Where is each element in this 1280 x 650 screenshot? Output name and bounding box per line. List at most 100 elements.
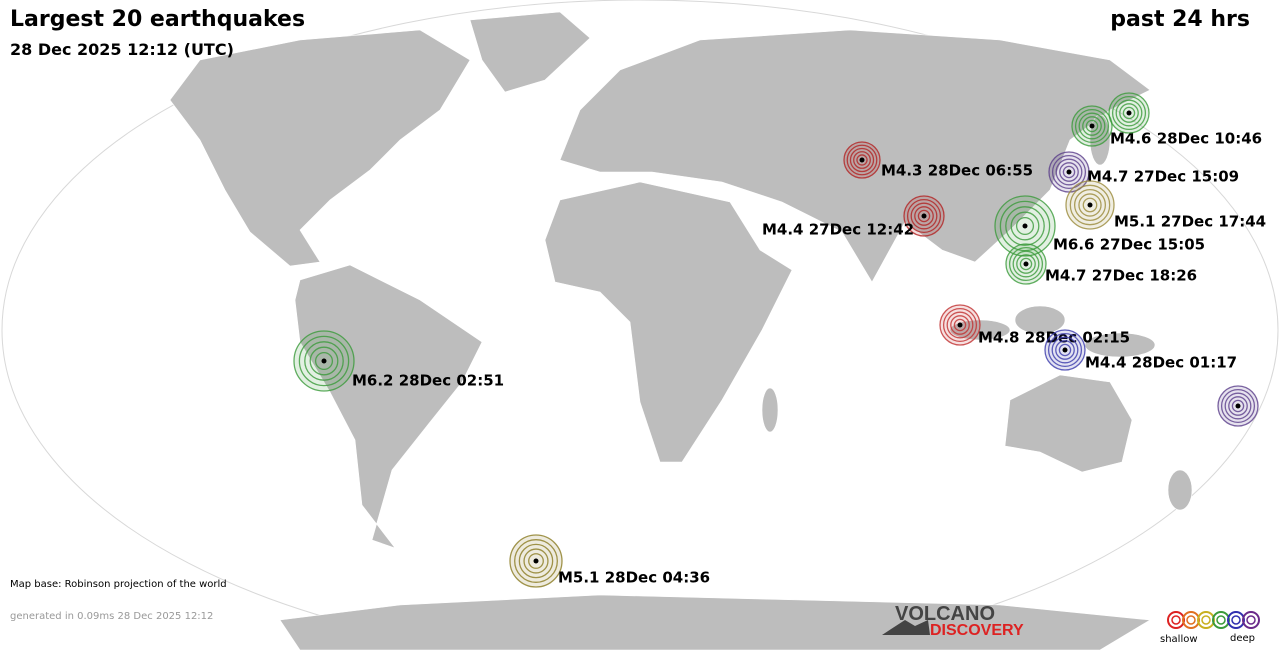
legend-ring	[1246, 615, 1256, 625]
quake-ring	[917, 209, 931, 223]
quake-ring	[1220, 388, 1256, 424]
logo-icon	[882, 620, 930, 635]
quake-ring	[1012, 250, 1040, 278]
quake-ring	[1062, 165, 1076, 179]
quake-center	[1023, 261, 1029, 267]
quake-ring	[528, 553, 544, 569]
quake-ring	[1016, 254, 1036, 274]
legend-deep: deep	[1230, 633, 1255, 644]
quake-ring	[1069, 184, 1111, 226]
quake-label: M6.2 28Dec 02:51	[352, 372, 504, 390]
quake-center	[1235, 403, 1241, 409]
quake-center	[1087, 202, 1093, 208]
logo: VOLCANO DISCOVERY	[882, 603, 1024, 639]
quake-ring	[1015, 216, 1035, 236]
quake: M4.6 28Dec 10:46	[1071, 105, 1262, 148]
quake-ring	[1051, 336, 1079, 364]
quake-label: M4.4 27Dec 12:42	[762, 221, 914, 239]
quake-center	[921, 213, 927, 219]
quake-label: M4.7 27Dec 18:26	[1045, 267, 1197, 285]
legend-ring	[1197, 611, 1215, 629]
quake: M4.8 28Dec 02:15	[939, 304, 1130, 347]
quake: M4.4 28Dec 01:17	[1044, 329, 1237, 372]
logo-line1: VOLCANO	[895, 603, 995, 625]
legend-ring	[1182, 611, 1200, 629]
legend-ring	[1227, 611, 1245, 629]
title: Largest 20 earthquakes	[10, 7, 305, 32]
quakes: M4.6 28Dec 10:46 M4.3 28Dec 06:55 M4.7 27D…	[293, 92, 1266, 588]
quake-label: M5.1 27Dec 17:44	[1114, 213, 1266, 231]
legend-ring	[1167, 611, 1185, 629]
quake-center	[957, 322, 963, 328]
quake-ring	[514, 539, 558, 583]
quake-ring	[950, 315, 970, 335]
quake-ring	[1073, 188, 1107, 222]
period: past 24 hrs	[1110, 7, 1250, 32]
quake-ring	[1071, 105, 1113, 147]
quake-ring	[953, 318, 967, 332]
legend-shallow: shallow	[1160, 634, 1198, 645]
quake-ring	[946, 311, 974, 339]
quake-label: M4.4 28Dec 01:17	[1085, 354, 1237, 372]
quake	[1108, 92, 1150, 134]
quake-ring	[1055, 158, 1083, 186]
quake-label: M4.3 28Dec 06:55	[881, 162, 1033, 180]
quake-ring	[293, 330, 355, 392]
legend-ring	[1212, 611, 1230, 629]
quake-ring	[1019, 257, 1033, 271]
quake-ring	[1055, 340, 1075, 360]
quake-center	[1022, 223, 1028, 229]
quake-ring	[1078, 193, 1102, 217]
quake-ring	[1074, 108, 1110, 144]
quake-ring	[1065, 180, 1115, 230]
legend-ring	[1186, 615, 1196, 625]
quake-center	[859, 157, 865, 163]
quake-ring	[1111, 95, 1147, 131]
quake-ring	[1108, 92, 1150, 134]
quake: M4.7 27Dec 18:26	[1005, 243, 1197, 285]
quake-label: M5.1 28Dec 04:36	[558, 569, 710, 587]
logo-line2: DISCOVERY	[930, 622, 1024, 639]
quake-ring	[994, 195, 1056, 257]
map-base: Map base: Robinson projection of the wor…	[10, 579, 227, 590]
quake-ring	[1005, 243, 1047, 285]
quake-ring	[1048, 151, 1090, 193]
legend-ring	[1201, 615, 1211, 625]
quake-ring	[509, 534, 563, 588]
quake-ring	[942, 307, 978, 343]
subtitle: 28 Dec 2025 12:12 (UTC)	[10, 40, 234, 59]
quake-ring	[849, 147, 875, 173]
quake-ring	[1228, 396, 1248, 416]
quake-center	[1126, 110, 1132, 116]
quake-ring	[1008, 246, 1044, 282]
quake: M6.2 28Dec 02:51	[293, 330, 504, 392]
quake-ring	[939, 304, 981, 346]
quake-ring	[1010, 211, 1040, 241]
quake-ring	[856, 154, 868, 166]
quake-ring	[304, 341, 344, 381]
quake-ring	[1059, 162, 1079, 182]
quake-label: M4.7 27Dec 15:09	[1087, 168, 1239, 186]
legend-ring	[1242, 611, 1260, 629]
quake-center	[1062, 347, 1068, 353]
generated: generated in 0.09ms 28 Dec 2025 12:12	[10, 611, 213, 622]
quake-ring	[298, 335, 350, 387]
quake-ring	[518, 543, 554, 579]
quake-ring	[1085, 119, 1099, 133]
quake-ring	[914, 206, 934, 226]
quake-ring	[1005, 206, 1045, 246]
quake: M4.7 27Dec 15:09	[1048, 151, 1239, 193]
quake-ring	[903, 195, 945, 237]
quake-ring	[1082, 116, 1102, 136]
quake-ring	[846, 144, 878, 176]
legend-ring	[1171, 615, 1181, 625]
quake-ring	[1119, 103, 1139, 123]
quake-label: M4.6 28Dec 10:46	[1110, 130, 1262, 148]
quake-ring	[853, 151, 871, 169]
quake-ring	[1051, 154, 1087, 190]
quake-ring	[1047, 332, 1083, 368]
legend: shallow deep	[1160, 611, 1260, 645]
quake-ring	[1122, 106, 1136, 120]
quake-ring	[1078, 112, 1106, 140]
